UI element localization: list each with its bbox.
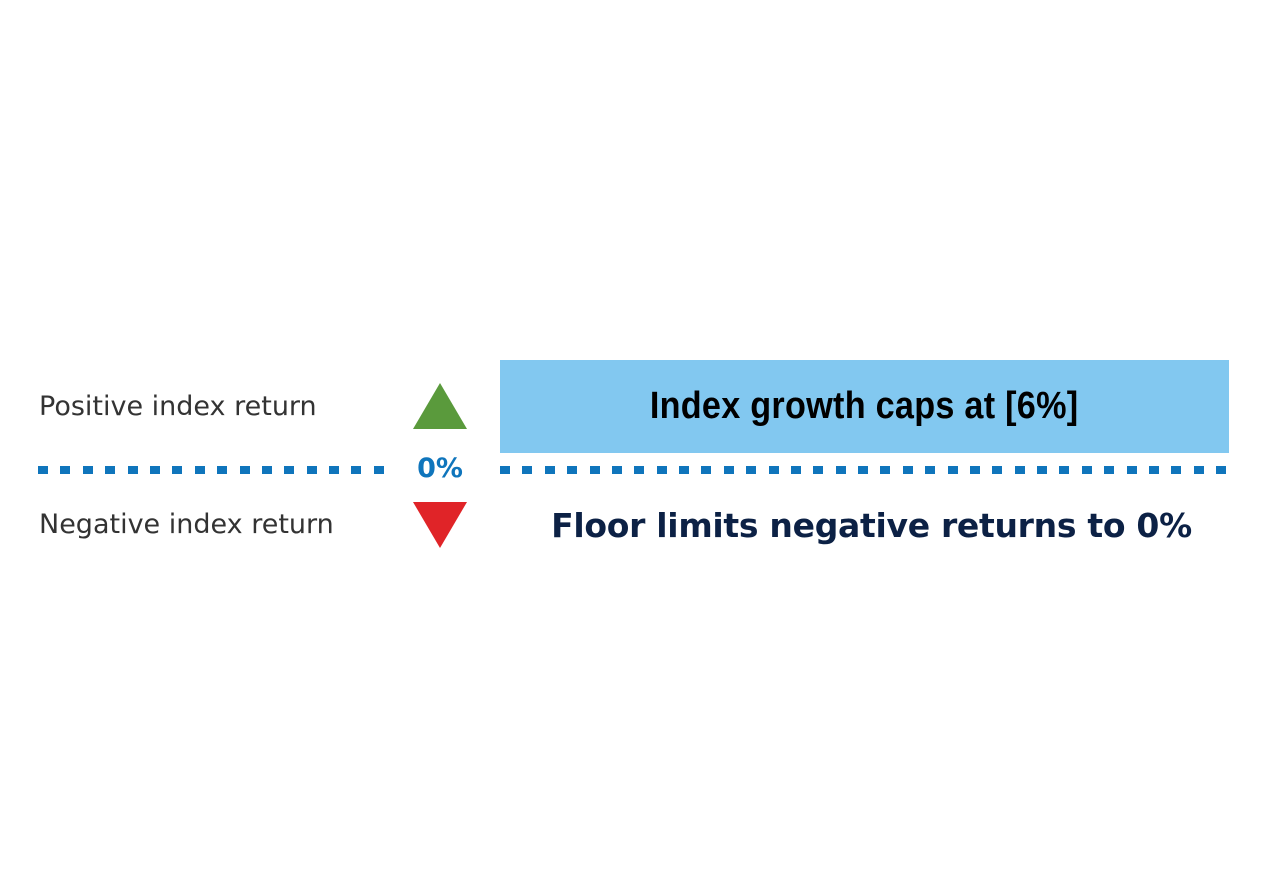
zero-line-dot <box>1104 466 1115 474</box>
zero-line-dot <box>589 466 600 474</box>
zero-line-dot <box>858 466 868 474</box>
zero-line-dot <box>835 466 846 474</box>
zero-line-dot <box>611 466 622 474</box>
zero-line-right <box>500 466 1226 474</box>
floor-text: Floor limits negative returns to 0% <box>551 506 1192 545</box>
zero-line-dot <box>500 466 510 474</box>
zero-line-dot <box>679 466 689 474</box>
zero-line-left <box>38 466 384 474</box>
down-arrow-shape <box>413 502 467 548</box>
zero-line-dot <box>194 466 205 474</box>
zero-line-dot <box>373 466 384 474</box>
zero-line-dot <box>172 466 183 474</box>
zero-line-dot <box>544 466 555 474</box>
negative-index-return-label: Negative index return <box>39 509 334 540</box>
zero-line-dot <box>992 466 1003 474</box>
zero-line-dot <box>813 466 824 474</box>
zero-line-dot <box>1059 466 1070 474</box>
zero-line-dot <box>947 466 958 474</box>
triangle-up-icon <box>413 383 467 429</box>
positive-index-return-label: Positive index return <box>39 391 317 422</box>
zero-line-dot <box>261 466 272 474</box>
zero-line-dot <box>634 466 645 474</box>
zero-line-dot <box>1216 466 1226 474</box>
zero-line-dot <box>567 466 578 474</box>
zero-line-dot <box>768 466 779 474</box>
zero-line-dot <box>701 466 712 474</box>
zero-line-dot <box>723 466 734 474</box>
zero-line-dot <box>1126 466 1137 474</box>
cap-box: Index growth caps at [6%] <box>500 360 1229 453</box>
zero-line-dot <box>284 466 295 474</box>
zero-line-dot <box>925 466 936 474</box>
zero-line-dot <box>880 466 891 474</box>
zero-line-dot <box>656 466 667 474</box>
cap-text: Index growth caps at [6%] <box>650 385 1079 427</box>
zero-line-dot <box>105 466 116 474</box>
zero-line-dot <box>1148 466 1159 474</box>
zero-line-dot <box>82 466 93 474</box>
zero-line-dot <box>149 466 160 474</box>
zero-line-dot <box>790 466 801 474</box>
zero-line-dot <box>351 466 362 474</box>
zero-line-dot <box>217 466 228 474</box>
zero-line-dot <box>329 466 340 474</box>
zero-line-dot <box>969 466 980 474</box>
triangle-down-icon <box>413 502 467 548</box>
zero-line-dot <box>239 466 250 474</box>
zero-line-dot <box>60 466 71 474</box>
zero-line-dot <box>127 466 138 474</box>
zero-line-dot <box>522 466 533 474</box>
up-arrow-shape <box>413 383 467 429</box>
zero-percent-label: 0% <box>417 453 463 484</box>
zero-line-dot <box>306 466 317 474</box>
zero-line-dot <box>1014 466 1025 474</box>
zero-line-dot <box>1081 466 1092 474</box>
zero-line-dot <box>902 466 913 474</box>
zero-line-dot <box>38 466 48 474</box>
zero-line-dot <box>1193 466 1204 474</box>
zero-line-dot <box>1037 466 1047 474</box>
zero-line-dot <box>746 466 757 474</box>
zero-line-dot <box>1171 466 1182 474</box>
